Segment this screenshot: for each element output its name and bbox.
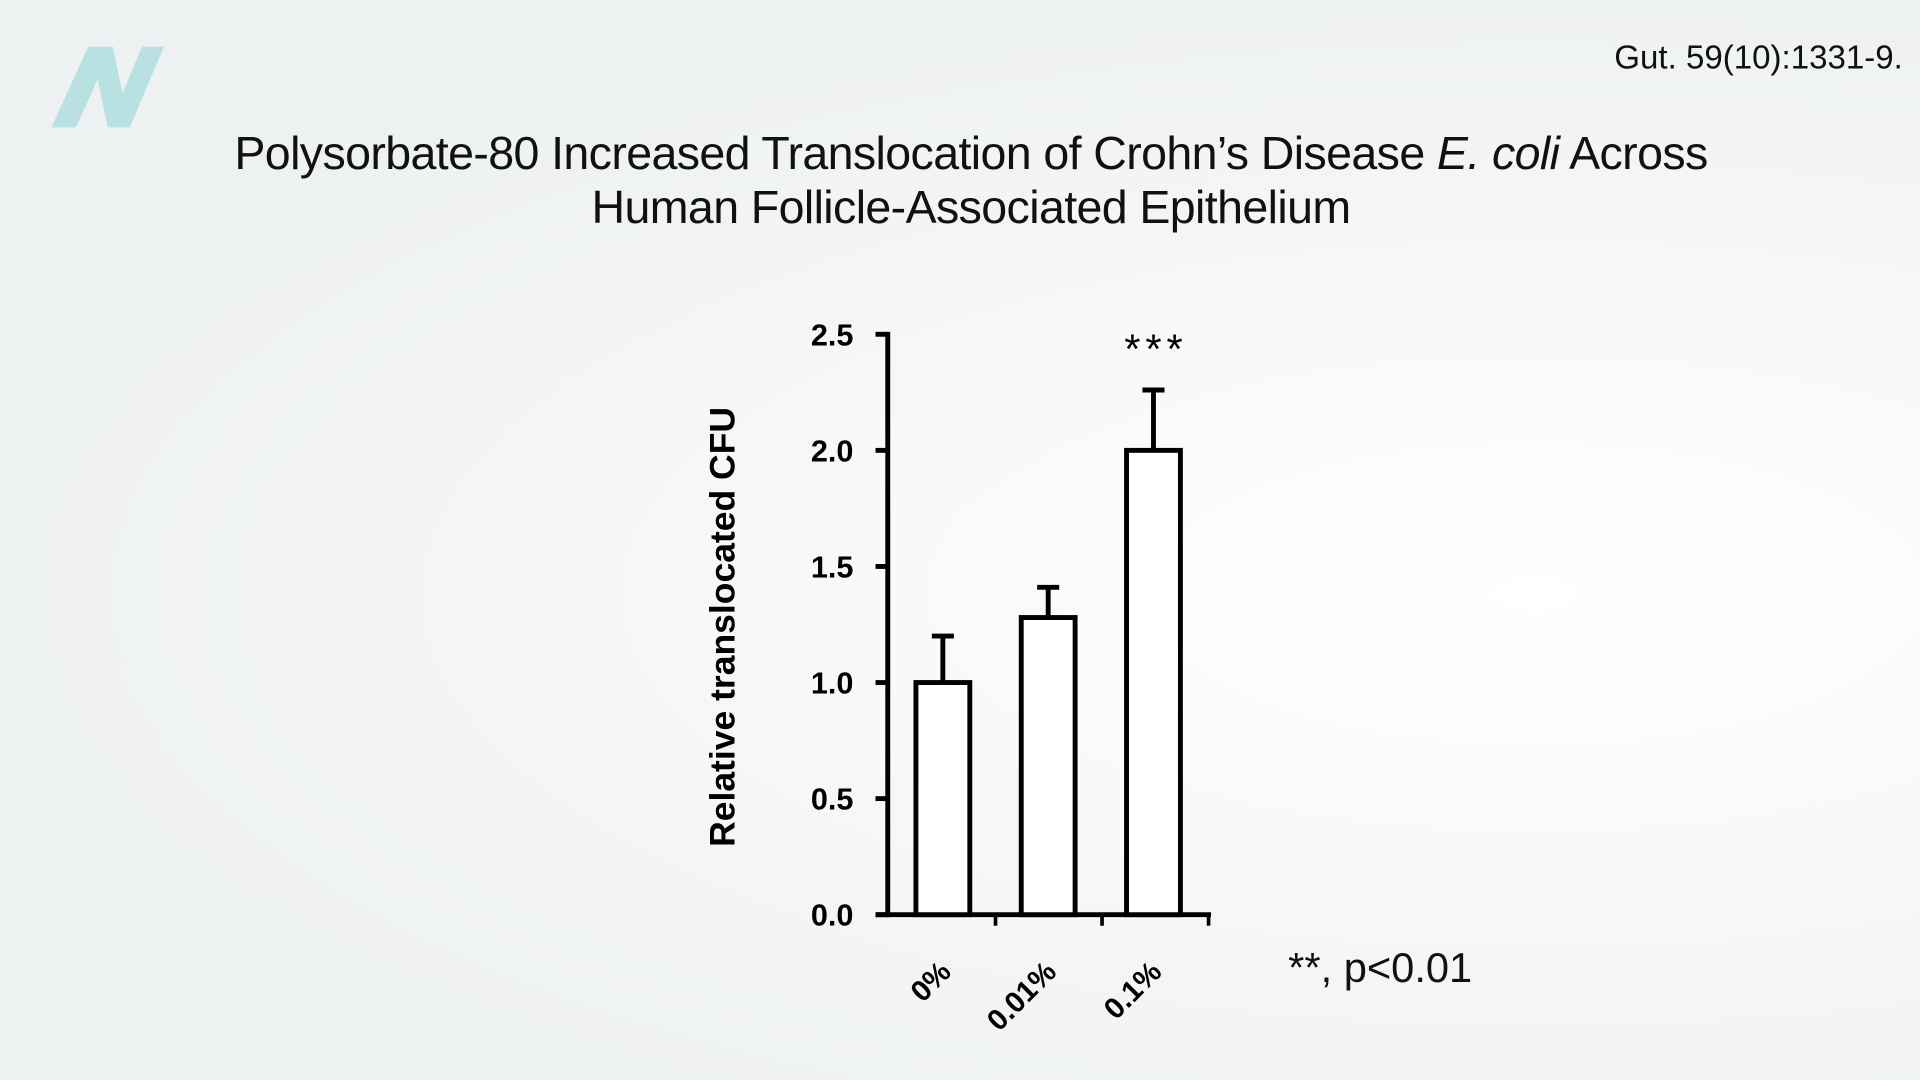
y-tick-label: 0.0 [811, 899, 854, 933]
citation: Gut. 59(10):1331-9. [1614, 39, 1903, 76]
y-tick-label: 0.5 [811, 783, 854, 817]
title-italic: E. coli [1436, 128, 1560, 181]
title-line2: Human Follicle-Associated Epithelium [591, 182, 1352, 234]
y-tick-label: 2.5 [811, 318, 854, 352]
bar [913, 680, 973, 918]
logo-icon [51, 46, 165, 128]
significance-note: **, p<0.01 [1288, 945, 1473, 992]
bar [1018, 615, 1078, 918]
y-axis-label: Relative translocated CFU [703, 407, 743, 847]
title-part: Across [1559, 128, 1708, 181]
y-tick-label: 1.0 [811, 667, 854, 701]
bar [1124, 447, 1183, 918]
x-tick-label: 0.01% [981, 955, 1063, 1037]
y-tick-label: 2.0 [811, 434, 854, 468]
x-tick-label: 0.1% [1098, 955, 1169, 1026]
slide-title: Polysorbate-80 Increased Translocation o… [0, 127, 1920, 235]
y-tick-label: 1.5 [811, 550, 854, 584]
title-part: Polysorbate-80 Increased Translocation o… [234, 128, 1437, 181]
significance-marker: *** [1124, 326, 1187, 373]
x-tick-label: 0% [904, 955, 957, 1008]
